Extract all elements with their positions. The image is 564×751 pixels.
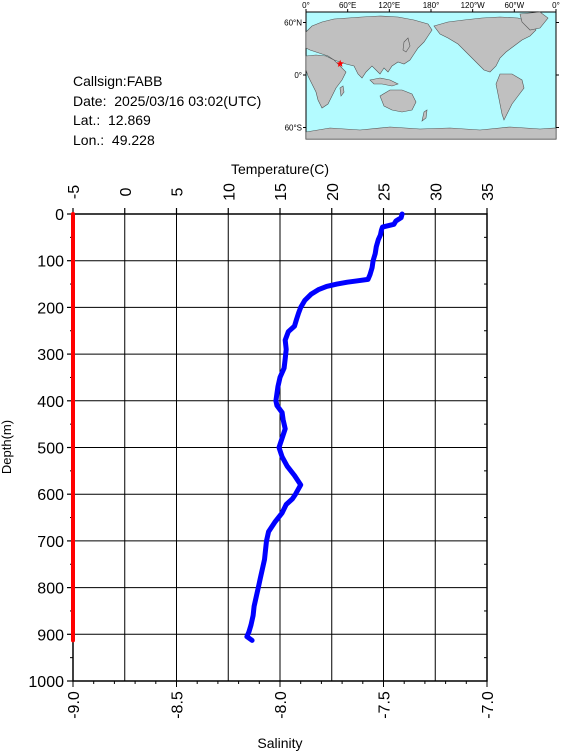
salinity-tick-label: -8.0 bbox=[273, 691, 290, 719]
world-map: 0° 60°E 120°E 180° 120°W 60°W 0° 60°N0°60°S bbox=[284, 1, 560, 140]
land-greenland bbox=[519, 11, 549, 31]
depth-tick-label: 900 bbox=[37, 627, 64, 644]
land-new-zealand bbox=[421, 109, 428, 122]
depth-tick-label: 0 bbox=[55, 207, 64, 224]
temperature-tick-label: 20 bbox=[325, 183, 342, 201]
depth-tick-labels: 0 100 200 300 400 500 600 700 800 900 1000 bbox=[28, 207, 64, 691]
temperature-tick-label: 30 bbox=[428, 183, 445, 201]
depth-axis-title: Depth(m) bbox=[0, 420, 14, 474]
land-antarctica bbox=[305, 126, 557, 140]
longitude-text: Lon.: 49.228 bbox=[73, 131, 155, 148]
map-lon-label: 120°W bbox=[461, 1, 486, 10]
depth-tick-label: 300 bbox=[37, 347, 64, 364]
temperature-tick-label: 15 bbox=[273, 183, 290, 201]
depth-tick-label: 500 bbox=[37, 441, 64, 458]
depth-tick-label: 600 bbox=[37, 487, 64, 504]
latitude-text: Lat.: 12.869 bbox=[73, 112, 151, 128]
salinity-tick-label: -9.0 bbox=[66, 691, 83, 719]
land-australia bbox=[379, 89, 417, 113]
map-lon-label: 0° bbox=[552, 1, 560, 10]
map-land bbox=[305, 11, 557, 140]
land-north-america bbox=[433, 16, 537, 73]
temperature-tick-label: 0 bbox=[118, 187, 135, 196]
map-lon-label: 180° bbox=[423, 1, 440, 10]
temperature-axis-title: Temperature(C) bbox=[231, 161, 329, 177]
temperature-tick-label: 10 bbox=[221, 183, 238, 201]
map-lat-label: 60°S bbox=[285, 124, 302, 133]
temperature-tick-label: -5 bbox=[66, 185, 83, 199]
depth-tick-label: 100 bbox=[37, 254, 64, 271]
map-lat-label: 0° bbox=[294, 71, 302, 80]
temperature-tick-label: 35 bbox=[480, 183, 497, 201]
salinity-tick-label: -7.0 bbox=[480, 691, 497, 719]
temperature-tick-labels: -5 0 5 10 15 20 25 30 35 bbox=[66, 183, 497, 201]
map-ticks bbox=[303, 9, 559, 128]
map-lat-label: 60°N bbox=[284, 19, 302, 28]
land-japan bbox=[402, 37, 411, 53]
map-lon-label: 0° bbox=[302, 1, 310, 10]
land-south-america bbox=[495, 73, 525, 121]
map-lon-label: 60°E bbox=[339, 1, 356, 10]
callsign-text: Callsign:FABB bbox=[73, 73, 163, 89]
map-latitude-labels: 60°N 0° 60°S bbox=[284, 19, 302, 133]
map-lon-label: 60°W bbox=[505, 1, 525, 10]
station-marker-icon bbox=[336, 59, 344, 67]
land-indonesia bbox=[369, 77, 399, 87]
salinity-tick-label: -8.5 bbox=[170, 691, 187, 719]
temperature-profile-line bbox=[244, 211, 405, 643]
date-text: Date: 2025/03/16 03:02(UTC) bbox=[73, 92, 262, 109]
salinity-axis-title: Salinity bbox=[257, 735, 302, 751]
depth-tick-label: 700 bbox=[37, 534, 64, 551]
depth-tick-label: 800 bbox=[37, 581, 64, 598]
land-madagascar bbox=[339, 85, 345, 97]
plot-ticks bbox=[67, 208, 488, 687]
depth-tick-label: 1000 bbox=[28, 674, 64, 691]
salinity-tick-label: -7.5 bbox=[377, 691, 394, 719]
land-africa bbox=[305, 54, 347, 109]
plot-series bbox=[71, 211, 405, 643]
temperature-tick-label: 25 bbox=[377, 183, 394, 201]
salinity-tick-labels: -9.0 -8.5 -8.0 -7.5 -7.0 bbox=[66, 691, 497, 719]
map-longitude-labels: 0° 60°E 120°E 180° 120°W 60°W 0° bbox=[302, 1, 560, 10]
cast-info: Callsign:FABB Date: 2025/03/16 03:02(UTC… bbox=[73, 72, 261, 150]
temperature-tick-label: 5 bbox=[170, 187, 187, 196]
map-lon-label: 120°E bbox=[378, 1, 400, 10]
depth-tick-label: 400 bbox=[37, 394, 64, 411]
depth-tick-label: 200 bbox=[37, 300, 64, 317]
